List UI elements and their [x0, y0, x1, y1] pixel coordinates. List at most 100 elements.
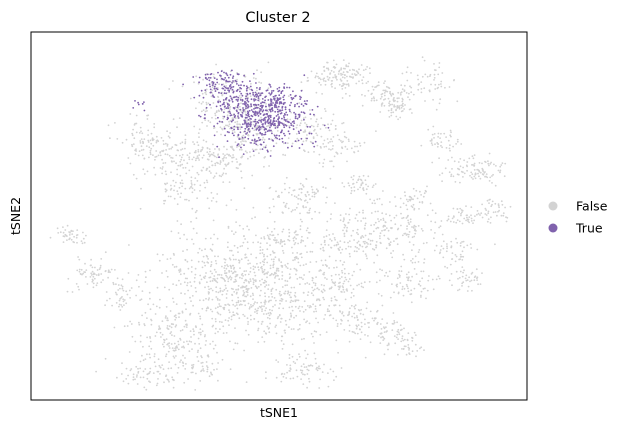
- point-false: [279, 290, 281, 293]
- point-false: [311, 279, 314, 282]
- point-false: [310, 292, 313, 295]
- point-false: [385, 247, 388, 250]
- point-false: [382, 190, 384, 192]
- point-false: [173, 160, 175, 163]
- point-true: [245, 105, 248, 108]
- point-true: [213, 134, 216, 137]
- point-true: [231, 98, 234, 101]
- point-true: [282, 96, 285, 98]
- point-false: [169, 132, 172, 134]
- point-false: [71, 291, 74, 293]
- point-false: [435, 278, 438, 281]
- point-false: [438, 157, 440, 160]
- point-false: [416, 350, 419, 352]
- point-false: [190, 271, 193, 273]
- point-false: [86, 283, 89, 285]
- point-false: [281, 335, 284, 338]
- point-false: [164, 162, 167, 164]
- point-false: [339, 78, 342, 81]
- point-false: [184, 319, 187, 322]
- point-false: [190, 176, 193, 179]
- point-false: [105, 291, 108, 293]
- point-true: [227, 80, 230, 83]
- point-false: [267, 110, 270, 113]
- point-false: [384, 80, 386, 82]
- point-false: [264, 292, 266, 295]
- point-false: [247, 157, 249, 160]
- point-false: [382, 217, 385, 220]
- point-false: [198, 154, 201, 157]
- point-true: [273, 99, 276, 101]
- point-false: [195, 75, 198, 78]
- point-true: [204, 113, 206, 116]
- point-false: [260, 71, 262, 74]
- point-false: [243, 110, 246, 113]
- point-false: [179, 196, 182, 199]
- point-false: [163, 381, 165, 384]
- point-false: [266, 234, 269, 237]
- point-true: [238, 138, 241, 141]
- point-false: [278, 259, 281, 262]
- point-true: [278, 134, 281, 137]
- point-false: [474, 173, 477, 175]
- point-false: [441, 172, 444, 175]
- point-false: [365, 255, 368, 257]
- point-false: [232, 264, 235, 267]
- point-false: [195, 232, 198, 235]
- point-false: [305, 321, 307, 324]
- point-false: [323, 318, 325, 320]
- point-false: [345, 92, 347, 95]
- point-false: [315, 299, 318, 302]
- point-false: [396, 100, 399, 103]
- point-true: [237, 73, 240, 76]
- point-true: [237, 134, 240, 137]
- point-false: [318, 365, 320, 368]
- point-false: [263, 165, 265, 168]
- point-false: [217, 362, 220, 364]
- point-true: [232, 91, 235, 94]
- point-true: [309, 126, 311, 128]
- point-false: [422, 270, 425, 273]
- point-true: [250, 118, 253, 120]
- point-false: [370, 233, 373, 235]
- point-false: [234, 231, 237, 234]
- point-false: [284, 154, 287, 157]
- point-false: [304, 129, 306, 132]
- point-false: [179, 268, 182, 271]
- point-false: [135, 131, 138, 134]
- point-false: [138, 132, 141, 134]
- point-true: [244, 116, 247, 119]
- point-false: [269, 244, 271, 247]
- point-true: [283, 116, 286, 119]
- point-false: [157, 378, 159, 380]
- point-false: [131, 132, 134, 135]
- legend-marker-true: [548, 223, 558, 233]
- point-false: [266, 261, 269, 264]
- point-false: [266, 227, 269, 230]
- point-false: [232, 254, 235, 257]
- point-false: [487, 160, 489, 163]
- point-false: [260, 116, 262, 119]
- point-false: [410, 293, 413, 295]
- point-false: [411, 275, 413, 278]
- point-false: [344, 276, 347, 279]
- point-false: [191, 364, 193, 367]
- point-false: [251, 174, 254, 177]
- point-true: [235, 80, 238, 83]
- point-false: [323, 236, 325, 238]
- point-false: [425, 241, 428, 244]
- point-false: [322, 246, 324, 249]
- point-true: [246, 97, 249, 100]
- point-false: [263, 281, 266, 284]
- point-false: [73, 235, 75, 238]
- point-false: [178, 186, 181, 189]
- point-false: [364, 253, 367, 256]
- point-false: [274, 277, 276, 279]
- point-false: [161, 343, 164, 346]
- point-false: [305, 123, 308, 126]
- point-false: [372, 230, 375, 233]
- point-false: [188, 350, 191, 353]
- point-false: [163, 286, 166, 289]
- point-false: [410, 289, 413, 292]
- point-false: [148, 146, 151, 149]
